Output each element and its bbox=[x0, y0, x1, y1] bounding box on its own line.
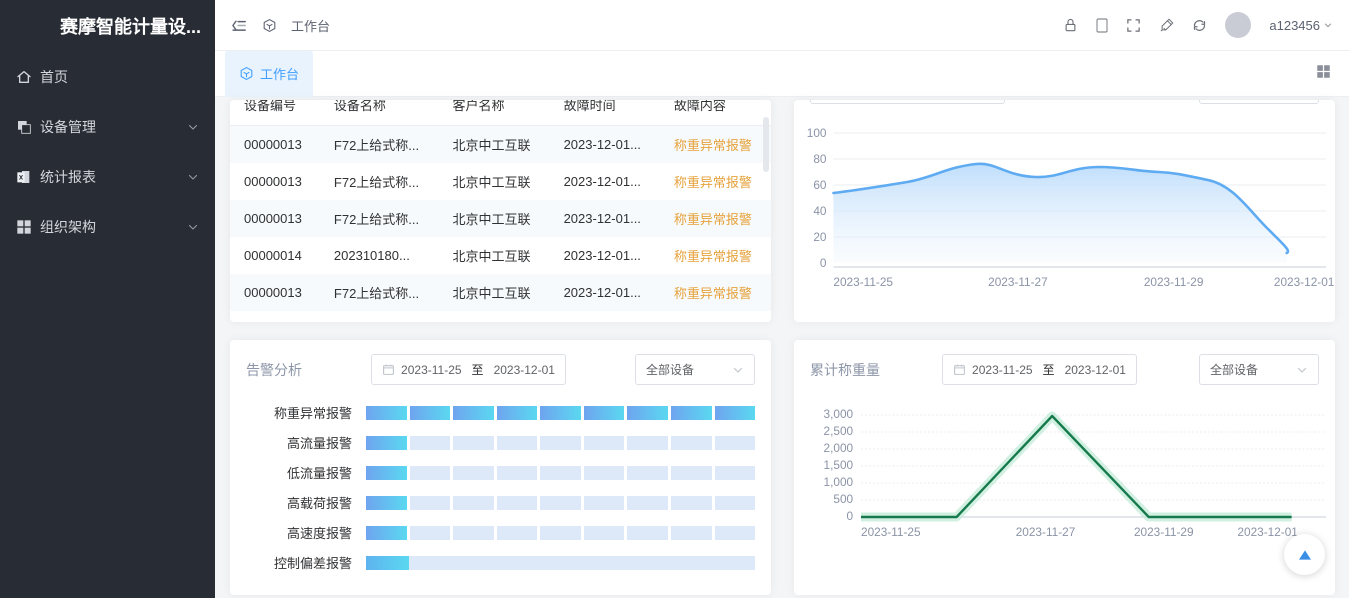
svg-text:40: 40 bbox=[813, 204, 827, 218]
svg-text:2023-12-01: 2023-12-01 bbox=[1237, 525, 1298, 539]
svg-text:1,500: 1,500 bbox=[824, 458, 854, 472]
svg-text:2,500: 2,500 bbox=[824, 424, 854, 438]
svg-text:2023-11-29: 2023-11-29 bbox=[1144, 275, 1204, 289]
svg-text:2023-11-25: 2023-11-25 bbox=[861, 525, 921, 539]
svg-text:0: 0 bbox=[820, 256, 827, 270]
svg-text:1,000: 1,000 bbox=[824, 475, 854, 489]
svg-text:2023-11-25: 2023-11-25 bbox=[833, 275, 893, 289]
svg-text:2,000: 2,000 bbox=[824, 441, 854, 455]
svg-text:60: 60 bbox=[813, 178, 827, 192]
svg-text:500: 500 bbox=[833, 492, 853, 506]
svg-text:0: 0 bbox=[847, 509, 854, 523]
svg-text:20: 20 bbox=[813, 230, 827, 244]
svg-text:80: 80 bbox=[813, 152, 827, 166]
svg-text:3,000: 3,000 bbox=[824, 407, 854, 421]
svg-text:2023-11-27: 2023-11-27 bbox=[1016, 525, 1076, 539]
svg-text:2023-11-29: 2023-11-29 bbox=[1134, 525, 1194, 539]
svg-text:2023-12-01: 2023-12-01 bbox=[1274, 275, 1335, 289]
svg-text:2023-11-27: 2023-11-27 bbox=[988, 275, 1048, 289]
svg-text:100: 100 bbox=[807, 126, 827, 140]
